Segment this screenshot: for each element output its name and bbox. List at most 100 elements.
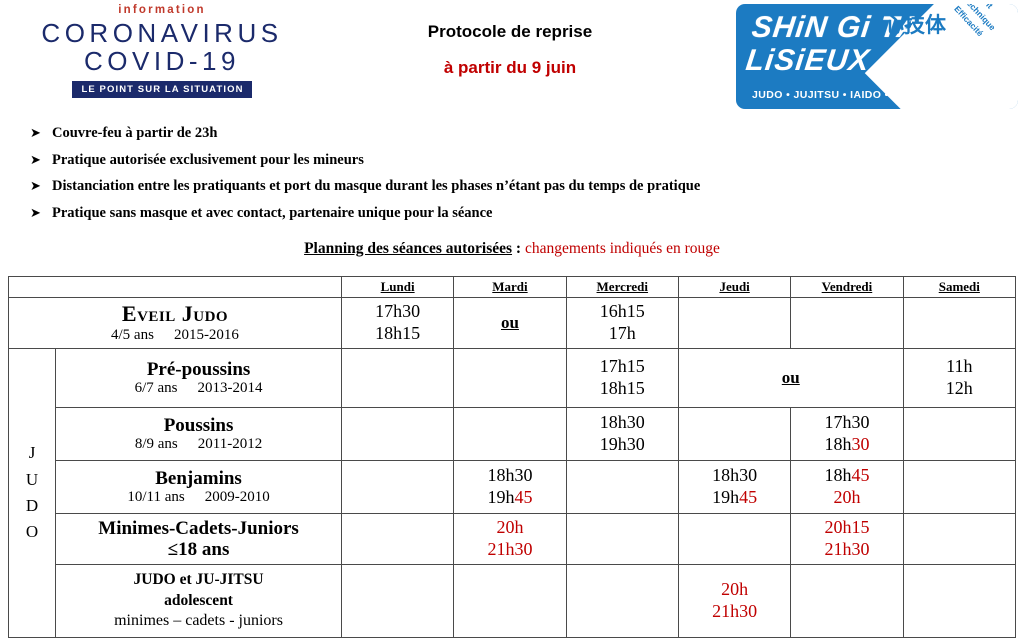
time-line: 17h [608, 323, 636, 343]
group-title-line2: adolescent [164, 591, 233, 609]
time-line: 18h45 [824, 465, 870, 486]
planning-heading-colon: : [512, 240, 525, 257]
group-title-line1: JUDO et JU-JITSU [133, 571, 264, 589]
group-age: 8/9 ans 2011-2012 [134, 436, 263, 452]
cell-jj-vendredi [790, 564, 904, 638]
cell-poussins-mercredi: 18h30 19h30 [565, 407, 679, 461]
row-label-eveil-judo: Eveil Judo 4/5 ans 2015-2016 [8, 297, 342, 349]
coronavirus-banner: information CORONAVIRUS COVID-19 LE POIN… [12, 4, 312, 99]
cell-benjamins-samedi [902, 460, 1017, 514]
coronavirus-situation-bar: LE POINT SUR LA SITUATION [72, 81, 252, 99]
table-row-poussins: Poussins 8/9 ans 2011-2012 18h30 19h30 17… [9, 407, 1017, 461]
time-line: 18h15 [375, 323, 421, 343]
arrow-bullet-icon: ➤ [30, 126, 41, 141]
cell-minimes-vendredi: 20h15 21h30 [790, 513, 904, 565]
list-item: ➤ Couvre-feu à partir de 23h [30, 126, 990, 141]
cell-minimes-jeudi [677, 513, 792, 565]
time-line: 19h45 [487, 487, 533, 507]
time-line: 18h30 [824, 434, 870, 454]
list-item: ➤ Distanciation entre les pratiquants et… [30, 179, 990, 194]
time-line: 19h30 [599, 434, 645, 454]
cell-eveil-mercredi: 16h15 17h [565, 297, 679, 349]
cell-eveil-mardi: ou [453, 297, 567, 349]
cell-minimes-lundi [340, 513, 455, 565]
group-age: 6/7 ans 2013-2014 [134, 380, 263, 396]
group-title: Pré-poussins [146, 358, 251, 380]
cell-poussins-jeudi [677, 407, 792, 461]
coronavirus-title-line1: CORONAVIRUS [41, 18, 283, 48]
group-age: 10/11 ans 2009-2010 [127, 489, 270, 505]
rule-text: Couvre-feu à partir de 23h [52, 125, 218, 141]
rule-text: Pratique sans masque et avec contact, pa… [52, 204, 493, 221]
cell-jj-lundi [340, 564, 455, 638]
page-subtitle: à partir du 9 juin [443, 58, 577, 77]
cell-jj-jeudi: 20h 21h30 [677, 564, 792, 638]
ou-label: ou [500, 313, 519, 332]
table-row-pre-poussins: J U D O Pré-poussins 6/7 ans 2013-2014 17… [7, 348, 1017, 638]
judo-letter: J [28, 443, 36, 463]
judo-letter: U [25, 469, 39, 489]
row-label-minimes: Minimes-Cadets-Juniors ≤18 ans [55, 513, 342, 565]
cell-pre-mardi [453, 348, 567, 408]
time-line: 21h30 [824, 539, 870, 559]
time-line: 17h15 [599, 356, 645, 377]
cell-jj-samedi [902, 564, 1017, 638]
cell-minimes-mercredi [565, 513, 679, 565]
row-label-benjamins: Benjamins 10/11 ans 2009-2010 [55, 460, 342, 514]
club-logo: SHiN Gi TAi LiSiEUX JUDO • JUJITSU • IAI… [736, 4, 1018, 109]
rule-text: Distanciation entre les pratiquants et p… [52, 178, 701, 194]
cell-jj-mercredi [565, 564, 679, 638]
time-line: 19h45 [712, 487, 758, 507]
list-item: ➤ Pratique sans masque et avec contact, … [30, 204, 990, 221]
time-changed: 30 [851, 434, 870, 454]
cell-benjamins-mercredi [565, 460, 679, 514]
planning-heading-bold: Planning des séances autorisées [304, 240, 513, 257]
arrow-bullet-icon: ➤ [30, 179, 41, 194]
table-header-row: Lundi Mardi Mercredi Jeudi Vendredi Same… [8, 276, 1017, 298]
table-corner-cell [8, 276, 342, 298]
judo-letter: D [25, 496, 39, 515]
document-title-block: Protocole de reprise à partir du 9 juin [330, 22, 690, 78]
planning-heading-note: changements indiqués en rouge [524, 240, 720, 257]
time-line: 18h30 [712, 465, 758, 486]
schedule-table: Lundi Mardi Mercredi Jeudi Vendredi Same… [7, 276, 1017, 638]
cell-benjamins-vendredi: 18h45 20h [790, 460, 904, 514]
cell-eveil-lundi: 17h30 18h15 [340, 297, 455, 349]
arrow-bullet-icon: ➤ [30, 152, 41, 168]
rules-list: ➤ Couvre-feu à partir de 23h ➤ Pratique … [30, 126, 990, 232]
row-label-judo-jujitsu: JUDO et JU-JITSU adolescent minimes – ca… [55, 564, 342, 638]
judo-letter: O [25, 522, 39, 542]
group-age: ≤18 ans [167, 539, 230, 560]
table-row-minimes: Minimes-Cadets-Juniors ≤18 ans 20h 21h30… [9, 513, 1017, 565]
cell-poussins-vendredi: 17h30 18h30 [790, 407, 904, 461]
cell-pre-jeudi-vendredi: ou [677, 348, 904, 408]
cell-benjamins-jeudi: 18h30 19h45 [677, 460, 792, 514]
coronavirus-title-line2: COVID-19 [84, 46, 240, 77]
time-line: 18h30 [599, 412, 645, 433]
table-row-eveil-judo: Eveil Judo 4/5 ans 2015-2016 17h30 18h15 … [8, 297, 1017, 349]
time-line: 20h15 [824, 517, 870, 538]
page-header: information CORONAVIRUS COVID-19 LE POIN… [0, 0, 1024, 118]
col-header-jeudi: Jeudi [677, 276, 792, 298]
rule-text: Pratique autorisée exclusivement pour le… [52, 151, 364, 168]
time-line: 11h [946, 356, 973, 377]
cell-pre-lundi [340, 348, 455, 408]
logo-disciplines: JUDO • JUJITSU • IAIDO • KENDO • TAISO [752, 89, 976, 101]
col-header-lundi: Lundi [340, 276, 455, 298]
col-header-mardi: Mardi [453, 276, 567, 298]
group-title-line3: minimes – cadets - juniors [114, 611, 283, 629]
time-line: 12h [945, 378, 973, 398]
planning-heading: Planning des séances autorisées : change… [0, 240, 1024, 258]
time-changed: 45 [514, 487, 533, 507]
ou-label: ou [781, 368, 800, 387]
cell-minimes-samedi [902, 513, 1017, 565]
cell-eveil-vendredi [790, 297, 904, 349]
table-row-benjamins: Benjamins 10/11 ans 2009-2010 18h30 19h45… [9, 460, 1017, 514]
time-line: 18h30 [487, 465, 533, 486]
col-header-samedi: Samedi [902, 276, 1017, 298]
list-item: ➤ Pratique autorisée exclusivement pour … [30, 151, 990, 168]
group-title: Benjamins [155, 467, 242, 489]
logo-kanji: 心技体 [883, 13, 946, 37]
time-line: 21h30 [712, 601, 758, 621]
coronavirus-info-label: information [118, 4, 206, 16]
